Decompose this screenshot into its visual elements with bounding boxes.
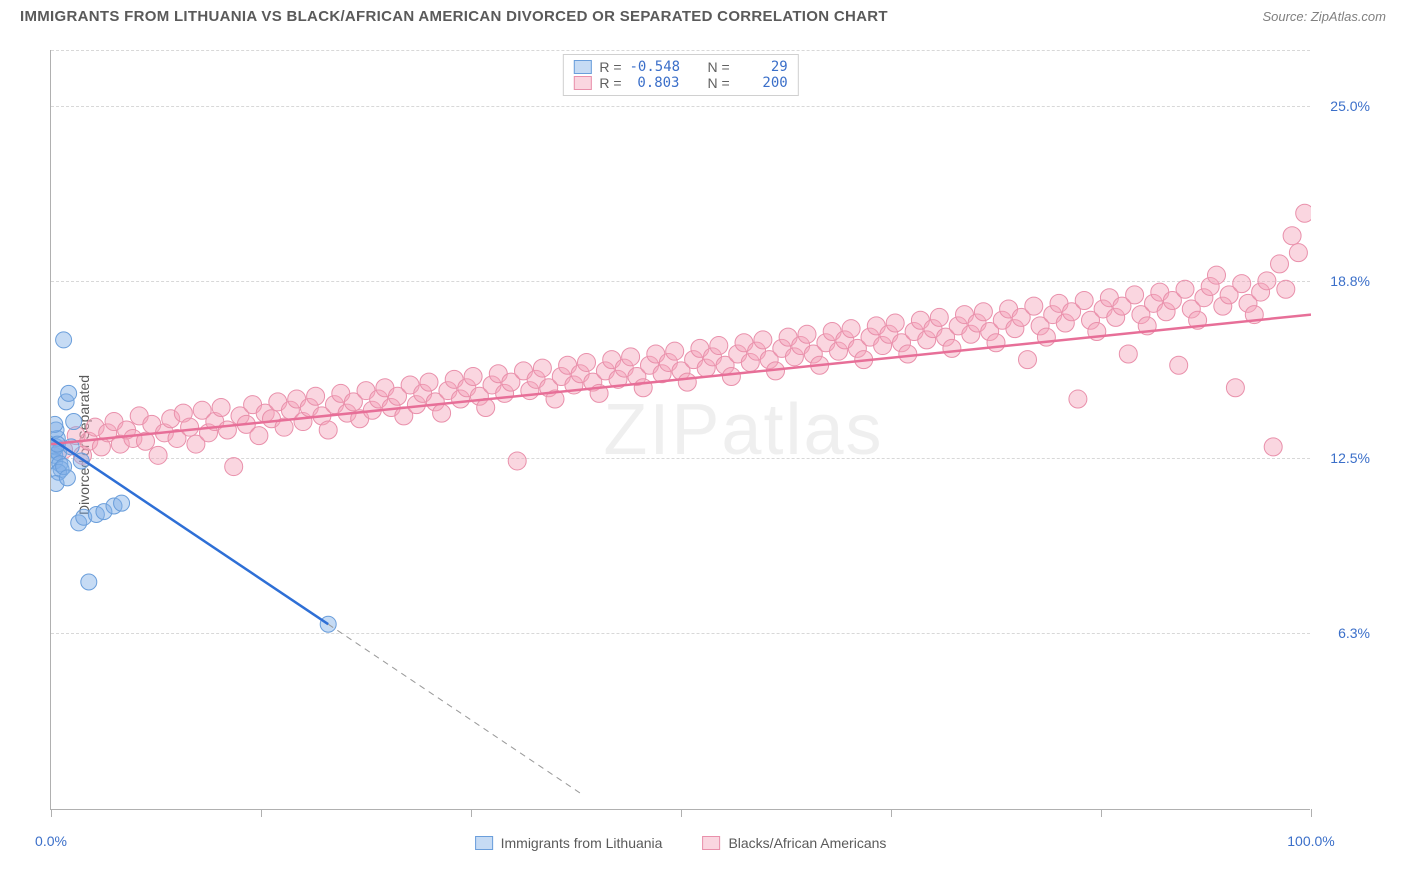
y-tick-label: 18.8% — [1315, 273, 1370, 289]
swatch-black — [573, 76, 591, 90]
swatch-black-bottom — [702, 836, 720, 850]
source-label: Source: ZipAtlas.com — [1262, 9, 1386, 24]
swatch-lithuania-bottom — [475, 836, 493, 850]
legend-row-lithuania: R = -0.548 N = 29 — [573, 59, 787, 75]
y-tick-label: 6.3% — [1315, 625, 1370, 641]
r-value-black: 0.803 — [630, 75, 680, 91]
correlation-legend: R = -0.548 N = 29 R = 0.803 N = 200 — [562, 54, 798, 96]
legend-row-black: R = 0.803 N = 200 — [573, 75, 787, 91]
x-max-label: 100.0% — [1287, 833, 1334, 849]
plot-area: ZIPatlas R = -0.548 N = 29 R = 0.803 N =… — [50, 50, 1310, 810]
chart-container: Divorced or Separated ZIPatlas R = -0.54… — [50, 50, 1370, 840]
series-legend: Immigrants from Lithuania Blacks/African… — [475, 835, 887, 851]
x-min-label: 0.0% — [35, 833, 67, 849]
n-value-lithuania: 29 — [738, 59, 788, 75]
swatch-lithuania — [573, 60, 591, 74]
scatter-svg — [51, 50, 1311, 810]
legend-item-black: Blacks/African Americans — [702, 835, 886, 851]
n-value-black: 200 — [738, 75, 788, 91]
y-tick-label: 25.0% — [1315, 98, 1370, 114]
chart-title: IMMIGRANTS FROM LITHUANIA VS BLACK/AFRIC… — [20, 8, 888, 25]
legend-item-lithuania: Immigrants from Lithuania — [475, 835, 663, 851]
y-tick-label: 12.5% — [1315, 450, 1370, 466]
r-value-lithuania: -0.548 — [630, 59, 680, 75]
